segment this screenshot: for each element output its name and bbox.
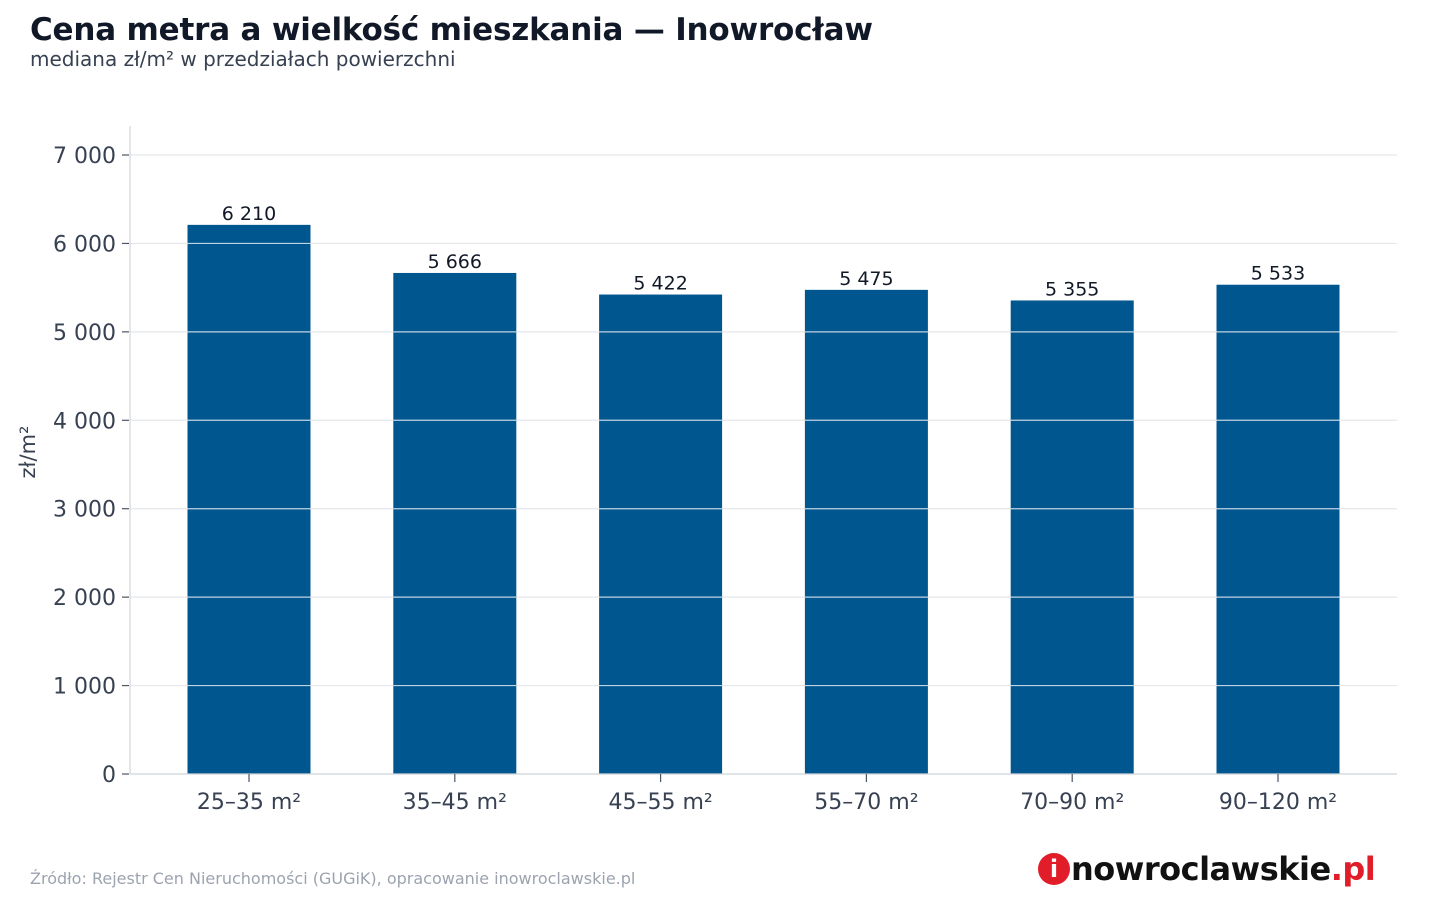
bar	[1010, 300, 1134, 774]
x-tick-label: 90–120 m²	[1219, 790, 1337, 815]
bar	[187, 224, 311, 774]
data-label: 5 666	[428, 251, 482, 273]
bar	[393, 272, 517, 774]
x-tick-label: 35–45 m²	[403, 790, 507, 815]
y-tick-label: 6 000	[53, 232, 116, 257]
y-tick-label: 0	[102, 763, 116, 788]
data-label: 5 475	[839, 268, 893, 290]
data-label: 5 422	[633, 273, 687, 295]
bar	[599, 294, 723, 774]
chart-title: Cena metra a wielkość mieszkania — Inowr…	[30, 12, 873, 48]
axes: 0 1 000 2 000 3 000 4 000 5 000 6 000 7 000 25–3…	[53, 126, 1397, 815]
chart-subtitle: mediana zł/m² w przedziałach powierzchni	[30, 47, 456, 71]
logo-name: nowroclawskie	[1071, 850, 1331, 888]
data-label: 5 355	[1045, 278, 1099, 300]
x-tick-label: 25–35 m²	[197, 790, 301, 815]
x-tick-label: 55–70 m²	[814, 790, 918, 815]
brand-logo: i nowroclawskie .pl	[1038, 847, 1376, 891]
y-tick-label: 3 000	[53, 498, 116, 523]
data-labels: 6 210 5 666 5 422 5 475 5 355 5 533	[222, 203, 1305, 301]
logo-tld: .pl	[1330, 850, 1376, 888]
y-tick-label: 7 000	[53, 144, 116, 169]
bar	[804, 289, 928, 774]
gridlines	[130, 154, 1397, 687]
data-label: 6 210	[222, 203, 276, 225]
bars	[187, 224, 1340, 774]
bar	[1216, 284, 1340, 774]
logo-mark: i	[1038, 853, 1070, 885]
source-note: Źródło: Rejestr Cen Nieruchomości (GUGiK…	[30, 869, 636, 888]
x-tick-label: 45–55 m²	[608, 790, 712, 815]
y-tick-label: 1 000	[53, 675, 116, 700]
y-tick-label: 4 000	[53, 409, 116, 434]
x-tick-label: 70–90 m²	[1020, 790, 1124, 815]
y-tick-label: 2 000	[53, 586, 116, 611]
y-tick-label: 5 000	[53, 321, 116, 346]
y-axis-label: zł/m²	[16, 426, 40, 479]
data-label: 5 533	[1251, 263, 1305, 285]
